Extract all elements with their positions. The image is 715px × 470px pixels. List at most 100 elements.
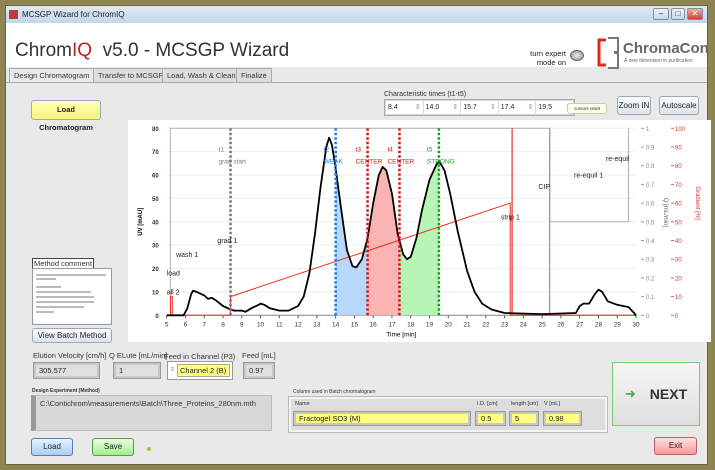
column-name-field[interactable]: Fractogel SO3 (M) <box>293 411 471 426</box>
gradient-line <box>166 202 636 316</box>
y-tick-label: 60 <box>152 174 159 180</box>
y3-tick-label: 0 <box>675 314 679 320</box>
minimize-button[interactable]: – <box>653 8 669 20</box>
x-tick-label: 25 <box>539 321 547 328</box>
fraction-region <box>399 162 439 316</box>
time-input-t4[interactable]: 17.4 ⇕ <box>498 101 536 114</box>
x-tick-label: 6 <box>184 321 188 328</box>
spinner-icon[interactable]: ⇕ <box>414 104 421 111</box>
arrow-right-icon: ➜ <box>624 386 636 401</box>
design-experiment-path[interactable]: C:\Contichrom\measurements\Batch\Three_P… <box>31 395 272 431</box>
method-comment-box[interactable] <box>32 268 112 325</box>
save-button[interactable]: Save <box>92 438 134 456</box>
x-tick-label: 5 <box>165 321 169 328</box>
time-input-t2[interactable]: 14.0 ⇕ <box>423 101 461 114</box>
feed-channel-value: Channel 2 (B) <box>177 364 230 377</box>
spinner-icon[interactable]: ⇕ <box>489 104 496 111</box>
autoscale-button[interactable]: Autoscale <box>659 96 699 115</box>
exit-button[interactable]: Exit <box>654 437 697 455</box>
time-value-t3: 15.7 <box>463 104 477 111</box>
x-tick-label: 18 <box>407 321 415 328</box>
column-label: Column used in Batch chromatogram <box>293 389 376 395</box>
maximize-button[interactable]: □ <box>671 8 685 20</box>
expert-mode-label: turn expert mode on <box>516 49 566 67</box>
expert-label-line2: mode on <box>536 58 566 67</box>
next-button[interactable]: ➜ NEXT <box>612 362 700 426</box>
zoom-in-button[interactable]: Zoom IN <box>617 96 651 115</box>
elution-velocity-field[interactable]: 305.577 <box>33 362 100 379</box>
time-input-t1[interactable]: 8.4 ⇕ <box>386 101 423 114</box>
characteristic-times-label: Characteristic times (t1-t5) <box>384 91 467 98</box>
x-tick-label: 15 <box>351 321 359 328</box>
tab-transfer-to-mcsgp[interactable]: Transfer to MCSGP <box>93 68 169 82</box>
column-v-field[interactable]: 0.98 <box>543 411 582 426</box>
y-tick-label: 50 <box>152 197 159 203</box>
load-chromatogram-button[interactable]: Load Chromatogram <box>31 100 101 132</box>
y2-tick-label: 0.1 <box>646 295 655 301</box>
tab-design-chromatogram[interactable]: Design Chromatogram <box>9 68 95 83</box>
x-tick-label: 26 <box>557 321 565 328</box>
column-length-field[interactable]: 5 <box>509 411 539 426</box>
time-input-t3[interactable]: 15.7 ⇕ <box>461 101 498 114</box>
x-tick-label: 7 <box>202 321 206 328</box>
y3-tick-label: 40 <box>675 239 682 245</box>
close-button[interactable]: ✕ <box>687 8 703 20</box>
column-name-label: Name <box>295 401 310 407</box>
y3-tick-label: 100 <box>675 127 686 133</box>
x-tick-label: 21 <box>463 321 471 328</box>
cursor-name: CENTER <box>387 158 414 165</box>
view-batch-method-button[interactable]: View Batch Method <box>32 328 112 343</box>
q-elute-label: Q ELute [mL/min] <box>109 351 168 360</box>
x-tick-label: 19 <box>426 321 434 328</box>
spinner-icon[interactable]: ⇕ <box>170 367 176 373</box>
feed-channel-select[interactable]: ⇕ Channel 2 (B) <box>167 361 233 380</box>
y2-tick-label: 0.3 <box>646 258 655 264</box>
x-tick-label: 28 <box>595 321 603 328</box>
cursor-label: t1 <box>219 147 225 154</box>
cursor-label: t2 <box>324 147 330 154</box>
cursor-name: WEAK <box>324 158 344 165</box>
brand-name: ChromaCon <box>623 40 709 57</box>
phase-annotation: all 2 <box>167 289 180 296</box>
expert-label-line1: turn expert <box>530 49 566 58</box>
spinner-icon[interactable]: ⇕ <box>527 104 534 111</box>
phase-annotation: load <box>167 271 180 278</box>
fraction-region <box>367 166 400 316</box>
y2-tick-label: 0.9 <box>646 146 655 152</box>
load-button[interactable]: Load <box>31 438 73 456</box>
tab-divider <box>6 82 707 83</box>
phase-annotation: re-equil 1 <box>574 172 603 179</box>
app-version: v5.0 - MCSGP Wizard <box>92 40 290 61</box>
cursor-label: t5 <box>427 147 433 154</box>
x-tick-label: 16 <box>370 321 378 328</box>
tab-load-wash-clean[interactable]: Load, Wash & Clean <box>162 68 241 82</box>
y2-tick-label: 0.8 <box>646 164 655 170</box>
feed-field[interactable]: 0.97 <box>243 362 275 379</box>
cursors-reset-button[interactable]: cursors reset <box>567 103 607 114</box>
time-value-t4: 17.4 <box>500 104 515 111</box>
x-tick-label: 11 <box>276 321 283 328</box>
app-name: Chrom <box>15 40 73 61</box>
y3-tick-label: 10 <box>675 295 682 301</box>
chromatogram-panel[interactable]: 0 10 20 30 40 50 60 70 80 5 6 7 8 9 10 11 12 13 14 15 16 17 18… <box>128 120 711 342</box>
y3-tick-label: 80 <box>675 164 682 170</box>
column-panel: Name Fractogel SO3 (M) I.D. [cm] 0.5 len… <box>288 396 608 433</box>
feed-label: Feed [mL] <box>242 351 276 360</box>
y-tick-label: 0 <box>155 314 159 320</box>
y2-tick-label: 0.7 <box>646 183 655 189</box>
x-tick-label: 20 <box>445 321 453 328</box>
x-tick-label: 8 <box>221 321 225 328</box>
time-value-t2: 14.0 <box>425 104 440 111</box>
column-v-label: V [mL] <box>544 401 560 407</box>
column-id-field[interactable]: 0.5 <box>475 411 506 426</box>
y2-tick-label: 0.4 <box>646 239 655 245</box>
fraction-region <box>335 168 368 316</box>
tab-finalize[interactable]: Finalize <box>236 68 272 82</box>
cursor-name: STRONG <box>427 158 455 165</box>
y2-axis-label: Q [mL/min] <box>662 198 668 228</box>
expert-mode-toggle[interactable] <box>570 50 584 61</box>
q-elute-field[interactable]: 1 <box>113 362 161 379</box>
phase-annotation: strip 1 <box>501 214 520 221</box>
spinner-icon[interactable]: ⇕ <box>452 104 459 111</box>
